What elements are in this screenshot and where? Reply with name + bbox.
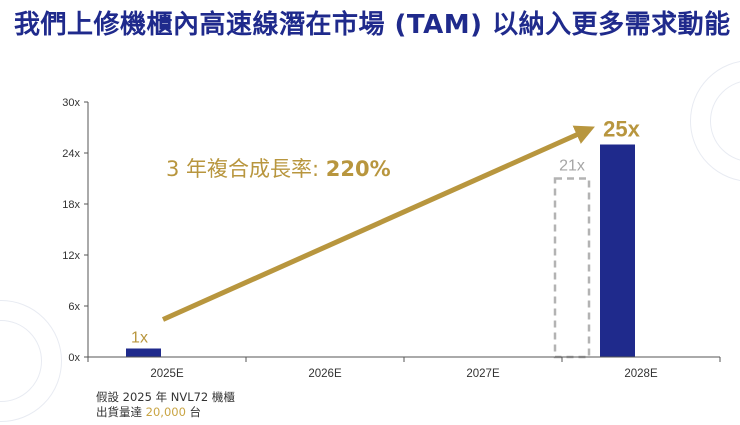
y-tick-label: 24x: [62, 148, 80, 160]
x-tick-label: 2028E: [624, 368, 658, 380]
x-axis: 2025E 2026E 2027E 2028E: [87, 356, 721, 380]
bar-series: [126, 144, 635, 357]
cagr-prefix: 3 年複合成長率:: [166, 157, 326, 181]
footnote-suffix: 台: [185, 405, 202, 419]
footnote-line-1: 假設 2025 年 NVL72 機櫃: [96, 390, 235, 404]
page-title: 我們上修機櫃內高速線潛在市場 (TAM) 以納入更多需求動能: [14, 4, 731, 41]
bar-2028E: [600, 144, 635, 357]
footnote: 假設 2025 年 NVL72 機櫃 出貨量達 20,000 台: [96, 390, 235, 420]
y-tick-label: 18x: [62, 199, 80, 211]
y-tick-label: 0x: [68, 352, 80, 364]
previous-estimate-box: [553, 177, 591, 359]
cagr-annotation: 3 年複合成長率: 220%: [166, 157, 391, 181]
x-tick-label: 2027E: [466, 368, 500, 380]
footnote-line-2: 出貨量達 20,000 台: [96, 405, 235, 420]
previous-estimate-group: 21x: [553, 158, 591, 359]
y-tick-label: 6x: [68, 301, 80, 313]
footnote-prefix: 出貨量達: [96, 405, 146, 419]
page-title-text: 我們上修機櫃內高速線潛在市場 (TAM) 以納入更多需求動能: [14, 10, 731, 40]
x-tick-label: 2026E: [308, 368, 342, 380]
bar-2025E: [126, 348, 161, 357]
data-label-2028E: 25x: [603, 117, 640, 142]
y-tick-label: 12x: [62, 250, 80, 262]
growth-arrow-group: [161, 125, 595, 322]
y-tick-label: 30x: [62, 97, 80, 109]
cagr-value: 220%: [326, 157, 391, 181]
data-labels: 1x 25x: [131, 117, 641, 347]
y-axis: 0x 6x 12x 18x 24x 30x: [62, 97, 89, 364]
growth-arrow: [161, 125, 595, 322]
footnote-highlight-value: 20,000: [145, 405, 186, 419]
previous-estimate-label: 21x: [559, 158, 585, 175]
data-label-2025E: 1x: [131, 330, 148, 347]
x-tick-label: 2025E: [150, 368, 184, 380]
